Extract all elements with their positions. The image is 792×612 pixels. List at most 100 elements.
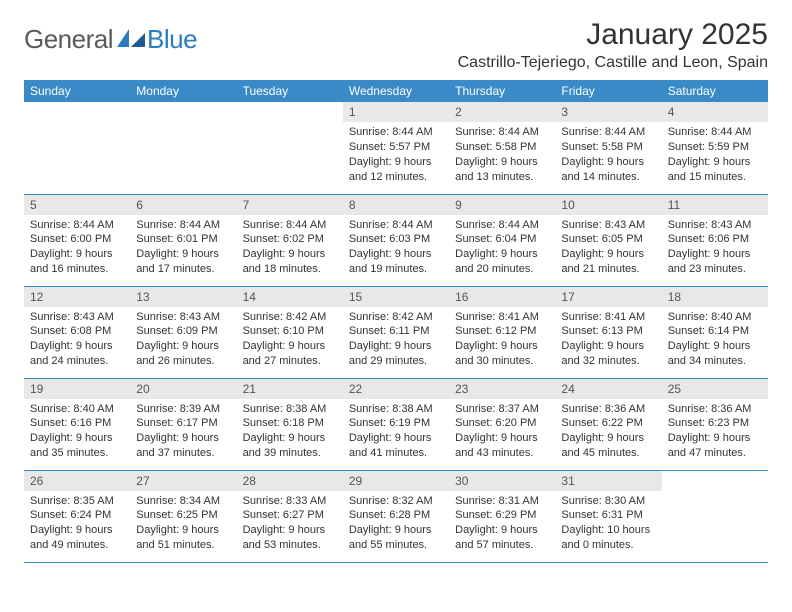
day-number: 21	[237, 379, 343, 399]
day-info: Sunrise: 8:44 AMSunset: 6:04 PMDaylight:…	[449, 215, 555, 283]
day-header-saturday: Saturday	[662, 80, 768, 102]
day-cell: 18Sunrise: 8:40 AMSunset: 6:14 PMDayligh…	[662, 286, 768, 378]
day-info: Sunrise: 8:44 AMSunset: 6:00 PMDaylight:…	[24, 215, 130, 283]
empty-day-cell	[237, 102, 343, 194]
day-number: 29	[343, 471, 449, 491]
day-number: 9	[449, 195, 555, 215]
day-cell: 17Sunrise: 8:41 AMSunset: 6:13 PMDayligh…	[555, 286, 661, 378]
day-info: Sunrise: 8:36 AMSunset: 6:22 PMDaylight:…	[555, 399, 661, 467]
day-number: 31	[555, 471, 661, 491]
calendar-week-row: 26Sunrise: 8:35 AMSunset: 6:24 PMDayligh…	[24, 470, 768, 562]
empty-day-cell	[130, 102, 236, 194]
title-block: January 2025 Castrillo-Tejeriego, Castil…	[458, 18, 768, 72]
day-info: Sunrise: 8:44 AMSunset: 6:01 PMDaylight:…	[130, 215, 236, 283]
day-header-monday: Monday	[130, 80, 236, 102]
day-info: Sunrise: 8:34 AMSunset: 6:25 PMDaylight:…	[130, 491, 236, 559]
day-number: 3	[555, 102, 661, 122]
day-header-wednesday: Wednesday	[343, 80, 449, 102]
empty-day-cell	[662, 470, 768, 562]
day-info: Sunrise: 8:44 AMSunset: 6:02 PMDaylight:…	[237, 215, 343, 283]
day-cell: 19Sunrise: 8:40 AMSunset: 6:16 PMDayligh…	[24, 378, 130, 470]
day-info: Sunrise: 8:35 AMSunset: 6:24 PMDaylight:…	[24, 491, 130, 559]
day-number: 28	[237, 471, 343, 491]
day-cell: 12Sunrise: 8:43 AMSunset: 6:08 PMDayligh…	[24, 286, 130, 378]
calendar-week-row: 1Sunrise: 8:44 AMSunset: 5:57 PMDaylight…	[24, 102, 768, 194]
page-header: General Blue January 2025 Castrillo-Teje…	[24, 18, 768, 72]
day-cell: 8Sunrise: 8:44 AMSunset: 6:03 PMDaylight…	[343, 194, 449, 286]
day-cell: 22Sunrise: 8:38 AMSunset: 6:19 PMDayligh…	[343, 378, 449, 470]
day-info: Sunrise: 8:43 AMSunset: 6:08 PMDaylight:…	[24, 307, 130, 375]
day-number: 12	[24, 287, 130, 307]
day-info: Sunrise: 8:31 AMSunset: 6:29 PMDaylight:…	[449, 491, 555, 559]
day-number: 2	[449, 102, 555, 122]
day-number: 14	[237, 287, 343, 307]
day-info: Sunrise: 8:33 AMSunset: 6:27 PMDaylight:…	[237, 491, 343, 559]
day-header-thursday: Thursday	[449, 80, 555, 102]
logo: General Blue	[24, 24, 197, 55]
day-info: Sunrise: 8:44 AMSunset: 5:58 PMDaylight:…	[449, 122, 555, 190]
day-number: 16	[449, 287, 555, 307]
day-info: Sunrise: 8:44 AMSunset: 5:57 PMDaylight:…	[343, 122, 449, 190]
logo-sail-icon	[117, 29, 145, 47]
day-number: 22	[343, 379, 449, 399]
day-cell: 1Sunrise: 8:44 AMSunset: 5:57 PMDaylight…	[343, 102, 449, 194]
calendar-week-row: 5Sunrise: 8:44 AMSunset: 6:00 PMDaylight…	[24, 194, 768, 286]
day-number: 5	[24, 195, 130, 215]
logo-text-gray: General	[24, 24, 113, 55]
day-cell: 3Sunrise: 8:44 AMSunset: 5:58 PMDaylight…	[555, 102, 661, 194]
day-cell: 10Sunrise: 8:43 AMSunset: 6:05 PMDayligh…	[555, 194, 661, 286]
day-number: 8	[343, 195, 449, 215]
day-cell: 26Sunrise: 8:35 AMSunset: 6:24 PMDayligh…	[24, 470, 130, 562]
day-info: Sunrise: 8:41 AMSunset: 6:13 PMDaylight:…	[555, 307, 661, 375]
calendar-week-row: 19Sunrise: 8:40 AMSunset: 6:16 PMDayligh…	[24, 378, 768, 470]
location-subtitle: Castrillo-Tejeriego, Castille and Leon, …	[458, 54, 768, 72]
day-header-friday: Friday	[555, 80, 661, 102]
day-info: Sunrise: 8:43 AMSunset: 6:06 PMDaylight:…	[662, 215, 768, 283]
day-info: Sunrise: 8:40 AMSunset: 6:14 PMDaylight:…	[662, 307, 768, 375]
day-info: Sunrise: 8:39 AMSunset: 6:17 PMDaylight:…	[130, 399, 236, 467]
calendar-body: 1Sunrise: 8:44 AMSunset: 5:57 PMDaylight…	[24, 102, 768, 562]
day-info: Sunrise: 8:42 AMSunset: 6:11 PMDaylight:…	[343, 307, 449, 375]
day-cell: 11Sunrise: 8:43 AMSunset: 6:06 PMDayligh…	[662, 194, 768, 286]
day-header-sunday: Sunday	[24, 80, 130, 102]
calendar-week-row: 12Sunrise: 8:43 AMSunset: 6:08 PMDayligh…	[24, 286, 768, 378]
day-info: Sunrise: 8:38 AMSunset: 6:19 PMDaylight:…	[343, 399, 449, 467]
day-number: 17	[555, 287, 661, 307]
day-info: Sunrise: 8:30 AMSunset: 6:31 PMDaylight:…	[555, 491, 661, 559]
day-number: 30	[449, 471, 555, 491]
day-cell: 9Sunrise: 8:44 AMSunset: 6:04 PMDaylight…	[449, 194, 555, 286]
day-cell: 29Sunrise: 8:32 AMSunset: 6:28 PMDayligh…	[343, 470, 449, 562]
logo-text-blue: Blue	[147, 24, 197, 55]
day-header-tuesday: Tuesday	[237, 80, 343, 102]
day-number: 15	[343, 287, 449, 307]
day-number: 6	[130, 195, 236, 215]
day-info: Sunrise: 8:44 AMSunset: 6:03 PMDaylight:…	[343, 215, 449, 283]
day-cell: 21Sunrise: 8:38 AMSunset: 6:18 PMDayligh…	[237, 378, 343, 470]
day-info: Sunrise: 8:44 AMSunset: 5:59 PMDaylight:…	[662, 122, 768, 190]
day-cell: 25Sunrise: 8:36 AMSunset: 6:23 PMDayligh…	[662, 378, 768, 470]
day-cell: 20Sunrise: 8:39 AMSunset: 6:17 PMDayligh…	[130, 378, 236, 470]
day-number: 20	[130, 379, 236, 399]
empty-day-cell	[24, 102, 130, 194]
day-info: Sunrise: 8:40 AMSunset: 6:16 PMDaylight:…	[24, 399, 130, 467]
day-cell: 30Sunrise: 8:31 AMSunset: 6:29 PMDayligh…	[449, 470, 555, 562]
day-cell: 2Sunrise: 8:44 AMSunset: 5:58 PMDaylight…	[449, 102, 555, 194]
day-number: 19	[24, 379, 130, 399]
day-number: 26	[24, 471, 130, 491]
day-info: Sunrise: 8:36 AMSunset: 6:23 PMDaylight:…	[662, 399, 768, 467]
day-cell: 15Sunrise: 8:42 AMSunset: 6:11 PMDayligh…	[343, 286, 449, 378]
day-info: Sunrise: 8:43 AMSunset: 6:05 PMDaylight:…	[555, 215, 661, 283]
day-cell: 28Sunrise: 8:33 AMSunset: 6:27 PMDayligh…	[237, 470, 343, 562]
day-info: Sunrise: 8:43 AMSunset: 6:09 PMDaylight:…	[130, 307, 236, 375]
day-cell: 7Sunrise: 8:44 AMSunset: 6:02 PMDaylight…	[237, 194, 343, 286]
day-number: 13	[130, 287, 236, 307]
day-cell: 23Sunrise: 8:37 AMSunset: 6:20 PMDayligh…	[449, 378, 555, 470]
day-cell: 16Sunrise: 8:41 AMSunset: 6:12 PMDayligh…	[449, 286, 555, 378]
day-number: 23	[449, 379, 555, 399]
day-number: 18	[662, 287, 768, 307]
day-info: Sunrise: 8:44 AMSunset: 5:58 PMDaylight:…	[555, 122, 661, 190]
day-number: 1	[343, 102, 449, 122]
day-info: Sunrise: 8:41 AMSunset: 6:12 PMDaylight:…	[449, 307, 555, 375]
day-cell: 13Sunrise: 8:43 AMSunset: 6:09 PMDayligh…	[130, 286, 236, 378]
day-number: 25	[662, 379, 768, 399]
